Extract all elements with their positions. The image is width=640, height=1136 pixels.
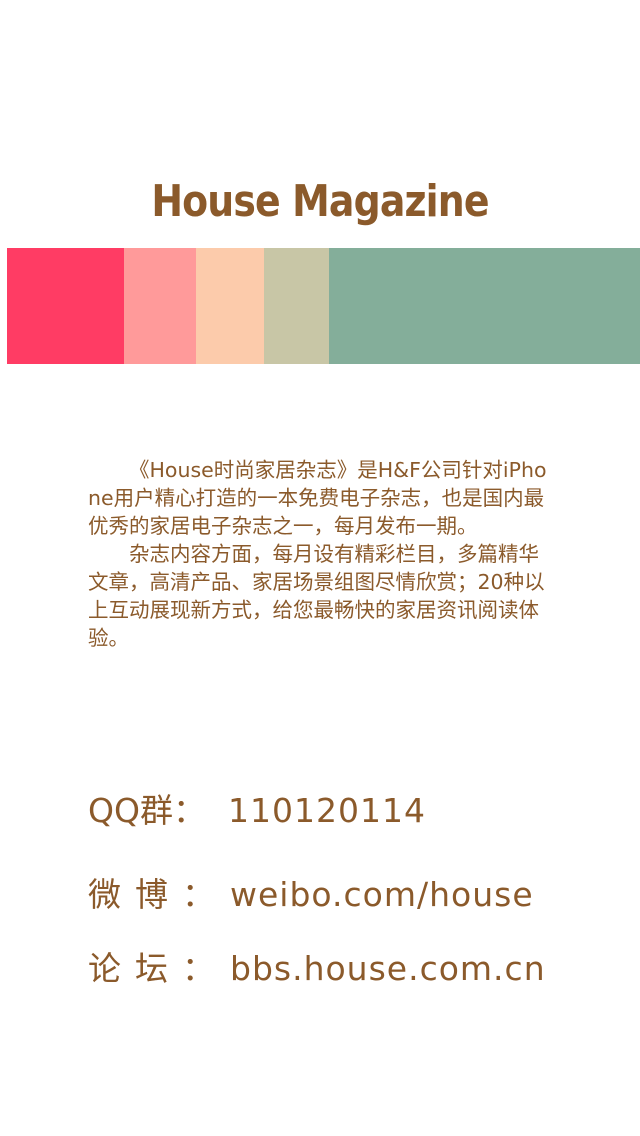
qq-group-row: QQ群： 110120114: [88, 784, 426, 832]
qq-group-number[interactable]: 110120114: [228, 791, 426, 830]
swatch-sea-green: [329, 248, 640, 364]
swatch-peach: [196, 248, 264, 364]
weibo-label: 微博：: [88, 875, 229, 914]
magazine-description: 《House时尚家居杂志》是H&F公司针对iPhone用户精心打造的一本免费电子…: [88, 456, 558, 652]
qq-group-label: QQ群：: [88, 791, 206, 830]
swatch-sage: [264, 248, 329, 364]
forum-label: 论坛：: [88, 949, 229, 988]
forum-row: 论坛： bbs.house.com.cn: [88, 942, 546, 990]
description-paragraph-2: 杂志内容方面，每月设有精彩栏目，多篇精华文章，高清产品、家居场景组图尽情欣赏；2…: [88, 542, 545, 650]
description-paragraph-1: 《House时尚家居杂志》是H&F公司针对iPhone用户精心打造的一本免费电子…: [88, 458, 547, 538]
weibo-row: 微博： weibo.com/house: [88, 868, 534, 916]
magazine-title: House Magazine: [151, 176, 489, 227]
swatch-coral-red: [7, 248, 124, 364]
forum-link[interactable]: bbs.house.com.cn: [230, 949, 546, 988]
color-palette-strip: [7, 248, 640, 364]
weibo-link[interactable]: weibo.com/house: [230, 875, 534, 914]
swatch-salmon-pink: [124, 248, 196, 364]
